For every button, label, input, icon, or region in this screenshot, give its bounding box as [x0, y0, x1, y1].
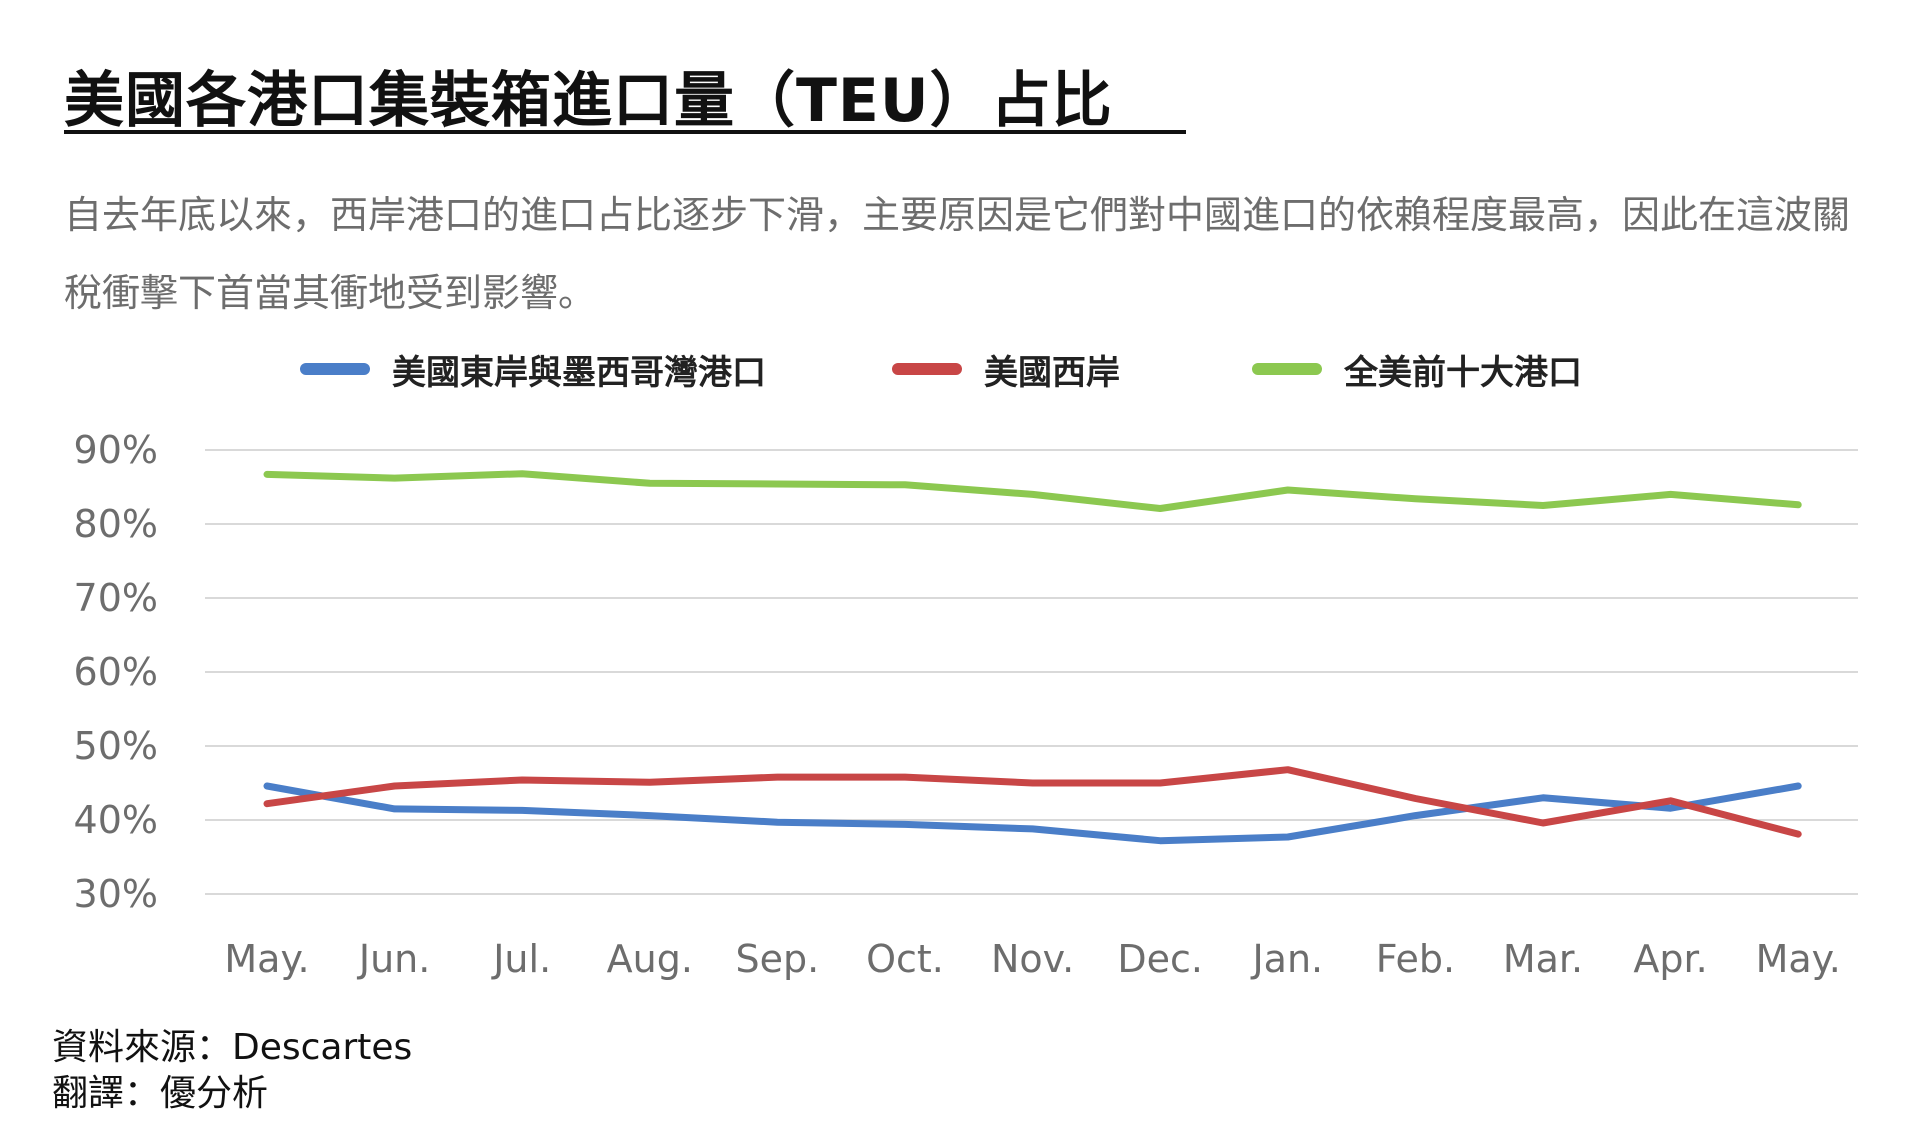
- legend-label-top10: 全美前十大港口: [1344, 352, 1582, 393]
- legend-item-west-coast: 美國西岸: [892, 344, 1120, 394]
- series-line-east-coast: [263, 782, 1802, 845]
- legend-item-top10: 全美前十大港口: [1252, 344, 1582, 394]
- x-tick-label: Oct.: [866, 937, 944, 981]
- chart-subtitle: 自去年底以來，西岸港口的進口占比逐步下滑，主要原因是它們對中國進口的依賴程度最高…: [64, 193, 1851, 315]
- y-tick-label: 50%: [74, 724, 158, 768]
- y-tick-label: 70%: [74, 576, 158, 620]
- x-tick-label: Feb.: [1376, 937, 1455, 981]
- x-tick-label: Jan.: [1250, 937, 1323, 981]
- chart-title: 美國各港口集裝箱進口量（TEU）占比: [64, 66, 1113, 136]
- y-tick-label: 30%: [74, 872, 158, 916]
- title-underline: [64, 130, 1186, 134]
- legend-label-west-coast: 美國西岸: [984, 352, 1120, 393]
- y-tick-label: 80%: [74, 502, 158, 546]
- x-tick-label: Nov.: [991, 937, 1074, 981]
- x-tick-label: Dec.: [1117, 937, 1203, 981]
- series-line-west-coast: [263, 766, 1802, 838]
- x-tick-label: Jul.: [491, 937, 551, 981]
- legend: 美國東岸與墨西哥灣港口 美國西岸 全美前十大港口: [300, 344, 1700, 394]
- legend-swatch-east-coast: [300, 363, 370, 375]
- series-line-top10: [263, 470, 1802, 512]
- legend-label-east-coast: 美國東岸與墨西哥灣港口: [392, 352, 766, 393]
- y-tick-label: 60%: [74, 650, 158, 694]
- source-note: 資料來源：Descartes: [52, 1027, 413, 1068]
- x-tick-label: Jun.: [357, 937, 430, 981]
- translation-note: 翻譯：優分析: [52, 1073, 269, 1114]
- x-tick-label: Mar.: [1503, 937, 1583, 981]
- legend-swatch-west-coast: [892, 363, 962, 375]
- x-tick-label: May.: [224, 937, 309, 981]
- y-tick-label: 40%: [74, 798, 158, 842]
- x-tick-label: Apr.: [1633, 937, 1707, 981]
- legend-item-east-coast: 美國東岸與墨西哥灣港口: [300, 344, 766, 394]
- legend-swatch-top10: [1252, 363, 1322, 375]
- x-tick-label: Sep.: [736, 937, 820, 981]
- y-tick-label: 90%: [74, 428, 158, 472]
- x-tick-label: Aug.: [607, 937, 693, 981]
- x-tick-label: May.: [1756, 937, 1841, 981]
